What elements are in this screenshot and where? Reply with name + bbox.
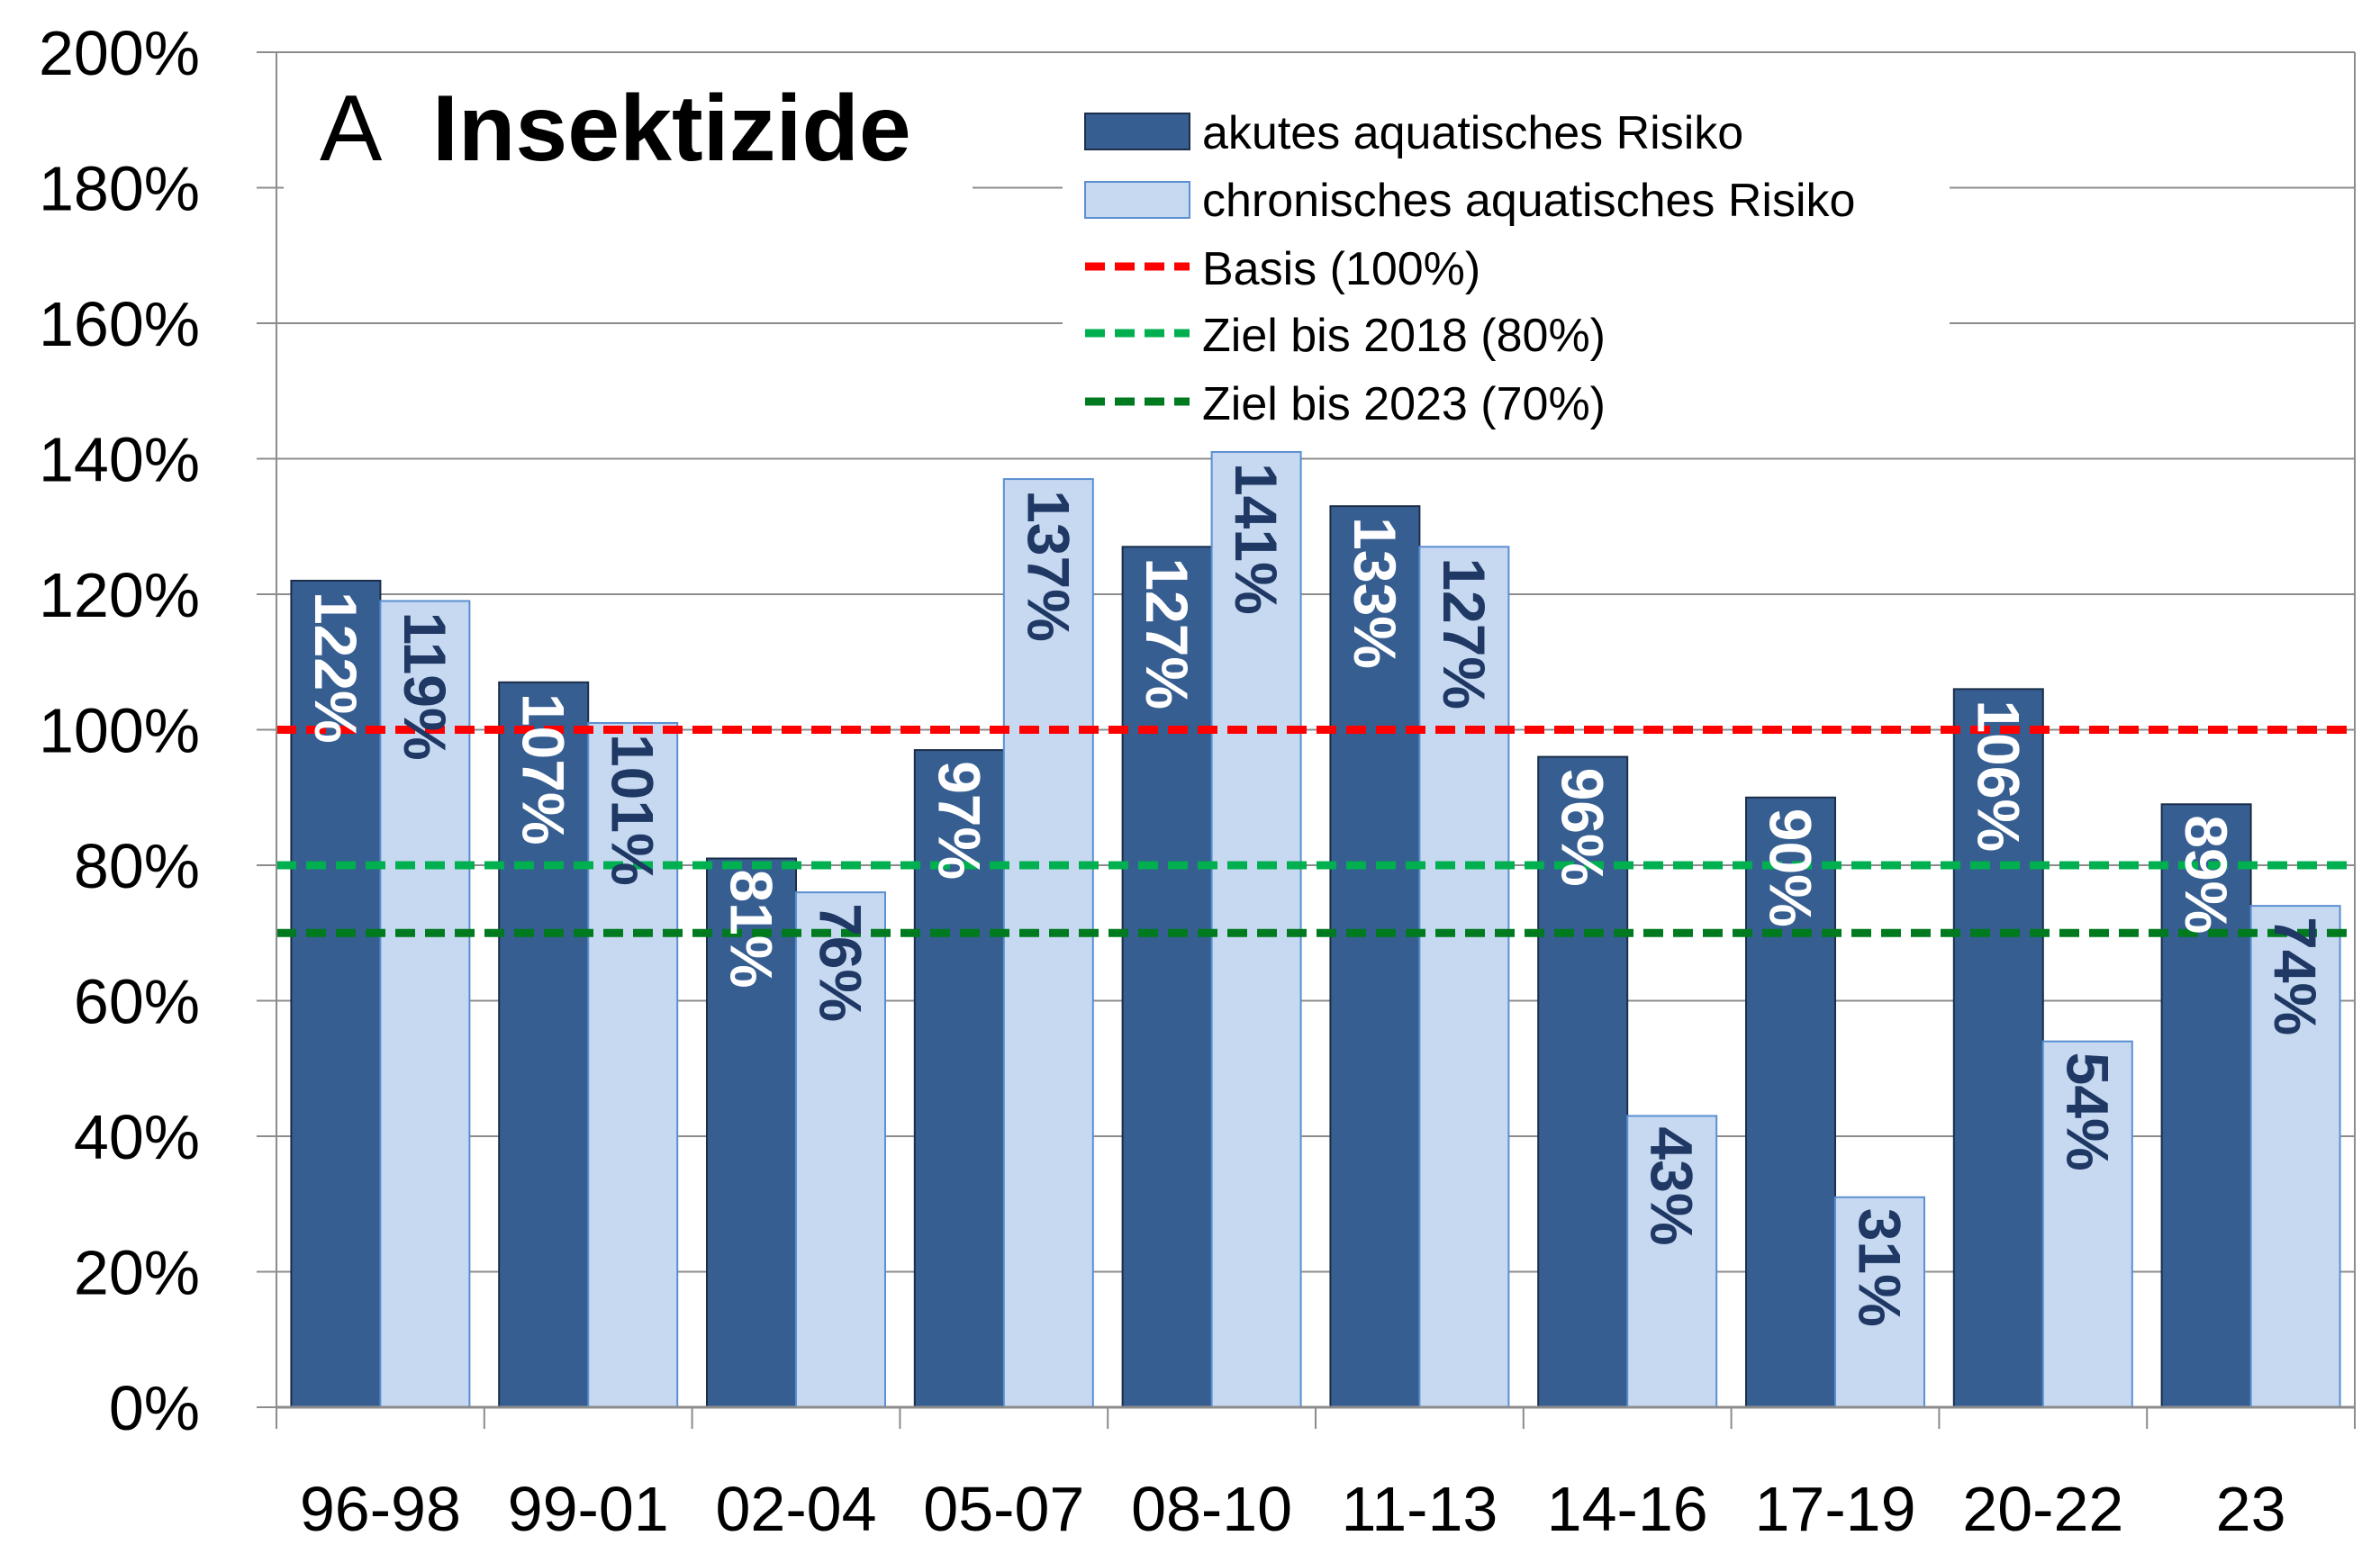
y-tick-label: 100% — [39, 696, 200, 766]
legend-swatch-chronic — [1084, 181, 1190, 219]
x-category-label: 17-19 — [1754, 1474, 1915, 1544]
bar-chronic — [2249, 905, 2341, 1408]
bar-data-label: 119% — [392, 612, 458, 761]
bar-chronic — [1834, 1196, 1925, 1408]
y-tick-label: 40% — [74, 1102, 200, 1172]
bar-acute — [290, 579, 382, 1408]
bar-data-label: 101% — [600, 734, 666, 886]
legend-label-basis: Basis (100%) — [1202, 243, 1480, 295]
bar-data-label: 31% — [1847, 1208, 1914, 1327]
y-tick-label: 20% — [74, 1238, 200, 1308]
x-category-label: 02-04 — [715, 1474, 876, 1544]
bar-data-label: 127% — [1431, 557, 1498, 709]
bar-chronic — [1418, 546, 1510, 1408]
title-background — [284, 56, 973, 200]
bars — [290, 450, 2341, 1409]
y-tick-label: 120% — [39, 560, 200, 630]
x-axis-category-labels: 96-98 99-01 02-04 05-07 08-10 11-13 14-16 17-19… — [300, 1474, 2286, 1544]
y-tick-label: 160% — [39, 289, 200, 359]
bar-data-label: 97% — [926, 761, 992, 880]
x-category-label: 20-22 — [1962, 1474, 2123, 1544]
x-category-label: 99-01 — [508, 1474, 669, 1544]
bar-chronic — [379, 600, 471, 1408]
bar-data-label: 96% — [1550, 768, 1616, 887]
chart-title: A Insektizide — [284, 56, 973, 200]
bar-acute — [706, 857, 797, 1408]
y-tick-label: 60% — [74, 967, 200, 1037]
axes — [276, 52, 2356, 1429]
bar-data-label: 89% — [2173, 815, 2240, 934]
legend-label-target-2018: Ziel bis 2018 (80%) — [1202, 310, 1606, 362]
bar-data-label: 90% — [1758, 809, 1824, 927]
bar-data-label: 133% — [1342, 517, 1408, 669]
y-tick-label: 0% — [109, 1373, 200, 1443]
bar-acute — [1537, 755, 1629, 1408]
bar-data-label: 43% — [1639, 1126, 1706, 1245]
legend-label-acute: akutes aquatisches Risiko — [1202, 107, 1743, 159]
x-category-label: 14-16 — [1547, 1474, 1708, 1544]
bar-chronic — [2041, 1040, 2133, 1409]
bar-chronic — [587, 721, 679, 1408]
y-axis-tick-labels: 0% 20% 40% 60% 80% 100% 120% 140% 160% 180% 200% — [39, 18, 200, 1443]
x-category-label: 08-10 — [1131, 1474, 1292, 1544]
x-category-label: 23 — [2216, 1474, 2286, 1544]
legend: akutes aquatisches Risiko chronisches aq… — [1063, 101, 1950, 436]
x-category-label: 05-07 — [923, 1474, 1084, 1544]
y-tick-label: 140% — [39, 425, 200, 495]
title-text: Insektizide — [432, 77, 911, 181]
bar-data-label: 106% — [1965, 700, 2032, 852]
x-category-label: 96-98 — [300, 1474, 461, 1544]
bar-acute — [2160, 803, 2252, 1408]
legend-swatch-acute — [1084, 113, 1190, 150]
reference-lines — [276, 726, 2355, 937]
y-tick-label: 200% — [39, 18, 200, 88]
bar-chronic — [795, 891, 886, 1408]
bar-chronic — [1626, 1115, 1718, 1409]
bar-acute — [1329, 505, 1421, 1408]
bar-data-label: 127% — [1134, 557, 1200, 709]
bar-data-label: 122% — [303, 592, 369, 744]
bar-data-label: 54% — [2054, 1053, 2121, 1171]
legend-label-target-2023: Ziel bis 2023 (70%) — [1202, 378, 1606, 430]
bar-acute — [1121, 546, 1213, 1408]
y-tick-label: 180% — [39, 154, 200, 224]
bar-data-label: 107% — [511, 693, 577, 845]
panel-letter: A — [320, 77, 383, 181]
bar-data-label: 76% — [808, 903, 874, 1022]
bar-data-label: 137% — [1015, 490, 1081, 642]
bar-acute — [1745, 796, 1836, 1408]
y-tick-label: 80% — [74, 831, 200, 901]
legend-label-chronic: chronisches aquatisches Risiko — [1202, 175, 1855, 227]
bar-data-label: 141% — [1223, 463, 1290, 615]
bar-chronic — [1002, 478, 1094, 1409]
x-category-label: 11-13 — [1341, 1474, 1498, 1544]
legend-background — [1063, 101, 1950, 436]
bar-data-labels: 122% 119% 107% 101% 81% 76% 97% 137% 127% 141% 133… — [303, 463, 2329, 1327]
bar-data-label: 81% — [719, 869, 785, 988]
bar-data-label: 74% — [2262, 917, 2329, 1035]
